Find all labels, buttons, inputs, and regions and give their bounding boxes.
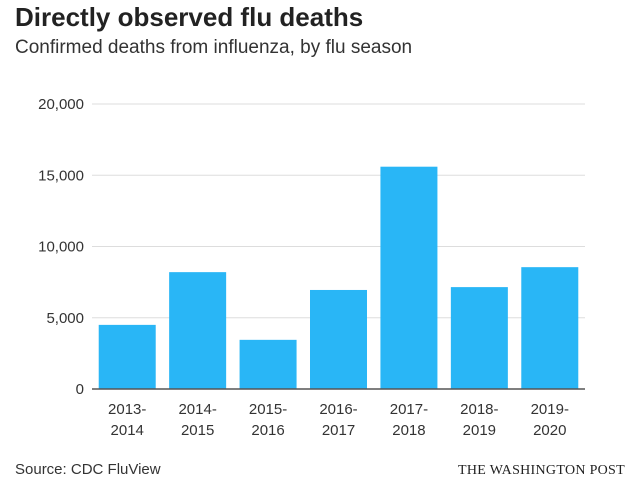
y-tick-label: 15,000 xyxy=(38,167,84,184)
y-tick-label: 10,000 xyxy=(38,239,84,256)
bar xyxy=(310,289,367,389)
bar xyxy=(450,287,508,389)
y-tick-label: 20,000 xyxy=(38,96,84,113)
x-tick-label: 2014-2015 xyxy=(178,401,216,439)
x-tick-label: 2015-2016 xyxy=(249,401,287,439)
chart-title: Directly observed flu deaths xyxy=(15,2,364,32)
x-tick-label: 2013-2014 xyxy=(108,401,146,439)
bar xyxy=(169,272,227,389)
y-tick-label: 5,000 xyxy=(46,310,84,327)
bar xyxy=(239,339,297,389)
bar xyxy=(98,324,156,389)
y-tick-label: 0 xyxy=(76,381,84,398)
x-tick-label: 2016-2017 xyxy=(319,401,357,439)
bar xyxy=(521,267,579,389)
x-tick-label: 2017-2018 xyxy=(390,401,428,439)
x-tick-label: 2018-2019 xyxy=(460,401,498,439)
chart-subtitle: Confirmed deaths from influenza, by flu … xyxy=(15,37,413,58)
source-note: Source: CDC FluView xyxy=(15,461,161,478)
x-tick-label: 2019-2020 xyxy=(531,401,569,439)
publisher-credit: THE WASHINGTON POST xyxy=(458,463,625,478)
bar xyxy=(380,166,438,389)
